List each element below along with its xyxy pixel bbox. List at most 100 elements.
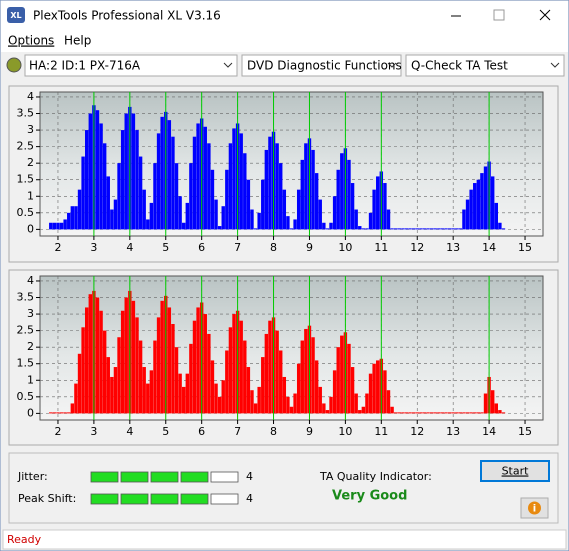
bar xyxy=(253,403,258,414)
bar xyxy=(318,199,322,230)
bar xyxy=(354,393,358,414)
bar xyxy=(243,153,247,230)
bar xyxy=(322,403,326,414)
bar xyxy=(289,228,294,230)
bar xyxy=(480,173,484,230)
bar xyxy=(178,373,182,414)
test-select[interactable] xyxy=(405,54,565,77)
bar xyxy=(257,212,261,230)
bar xyxy=(447,228,452,230)
maximize-button[interactable] xyxy=(493,9,505,21)
bar xyxy=(124,297,128,414)
bar xyxy=(52,222,57,230)
bar xyxy=(243,340,247,414)
bar xyxy=(282,376,287,414)
bar xyxy=(372,189,376,230)
bar xyxy=(106,357,110,414)
bar xyxy=(59,412,64,414)
bar xyxy=(393,228,398,230)
meter-value: 4 xyxy=(246,492,253,505)
bar xyxy=(182,222,186,230)
bar xyxy=(494,403,498,414)
bar xyxy=(250,390,254,414)
bar xyxy=(415,412,419,414)
bar xyxy=(498,222,502,230)
y-tick-label: 0.5 xyxy=(17,206,35,219)
y-tick-label: 2 xyxy=(27,156,34,169)
bar xyxy=(110,209,114,230)
y-tick-label: 4 xyxy=(27,274,34,287)
y-tick-label: 1 xyxy=(27,189,34,202)
bar xyxy=(156,133,161,230)
bar xyxy=(318,386,322,414)
drive-select-text: HA:2 ID:1 PX-716A xyxy=(29,59,141,73)
bar xyxy=(117,163,121,230)
bar xyxy=(358,410,362,414)
bar xyxy=(85,130,89,230)
bar xyxy=(257,386,261,414)
info-icon xyxy=(528,501,541,515)
bar xyxy=(167,120,172,230)
meter-segment xyxy=(180,493,209,505)
x-tick-label: 10 xyxy=(338,241,352,254)
bar xyxy=(70,403,75,414)
bar xyxy=(185,373,190,414)
y-tick-label: 0 xyxy=(27,222,34,235)
close-button[interactable] xyxy=(539,9,551,21)
bar xyxy=(253,228,258,230)
bar xyxy=(261,357,265,414)
meter-segment xyxy=(150,493,179,505)
meter-segment xyxy=(90,493,119,505)
bar xyxy=(393,412,398,414)
bar xyxy=(160,116,164,230)
x-tick-label: 5 xyxy=(162,425,169,438)
jitter-label: Jitter: xyxy=(17,470,48,483)
y-tick-label: 1.5 xyxy=(17,173,35,186)
bar xyxy=(214,199,218,230)
y-tick-label: 0.5 xyxy=(17,390,35,403)
bar xyxy=(476,412,481,414)
bar xyxy=(192,136,197,230)
menu-item[interactable]: Options xyxy=(8,34,54,48)
bar xyxy=(483,166,488,230)
y-tick-label: 3.5 xyxy=(17,291,35,304)
menu-item[interactable]: Help xyxy=(64,34,91,48)
meter-segment xyxy=(120,471,149,483)
bar xyxy=(501,228,506,230)
bar xyxy=(135,130,139,230)
bar xyxy=(88,294,93,414)
y-tick-label: 1.5 xyxy=(17,357,35,370)
bar xyxy=(131,113,136,230)
bar xyxy=(419,228,423,230)
bar xyxy=(67,212,71,230)
bar xyxy=(279,350,283,414)
bar xyxy=(451,228,455,230)
bar xyxy=(102,143,107,230)
bar xyxy=(149,370,154,414)
bar xyxy=(77,353,82,414)
bar xyxy=(286,216,290,230)
bar xyxy=(142,367,146,414)
bar xyxy=(365,393,369,414)
bar xyxy=(490,176,495,230)
bar xyxy=(171,136,175,230)
function-select[interactable] xyxy=(241,54,402,77)
bar xyxy=(383,183,387,230)
bar xyxy=(275,143,279,230)
bar xyxy=(404,228,409,230)
bar xyxy=(232,314,236,414)
bar xyxy=(63,219,67,230)
bar xyxy=(440,228,445,230)
drive-select[interactable] xyxy=(24,54,238,77)
meter-value: 4 xyxy=(246,470,253,483)
start-button[interactable] xyxy=(480,460,550,482)
bar xyxy=(368,373,373,414)
bar xyxy=(429,228,434,230)
bar xyxy=(361,406,366,414)
bar xyxy=(289,406,294,414)
charts: 00.511.522.533.542 3 4 5 6 7 8 9 10 11 12 13 14 1500.… xyxy=(8,85,559,446)
bar xyxy=(174,347,179,414)
menu-bar xyxy=(1,30,568,52)
bar xyxy=(429,412,434,414)
bar xyxy=(444,412,448,414)
